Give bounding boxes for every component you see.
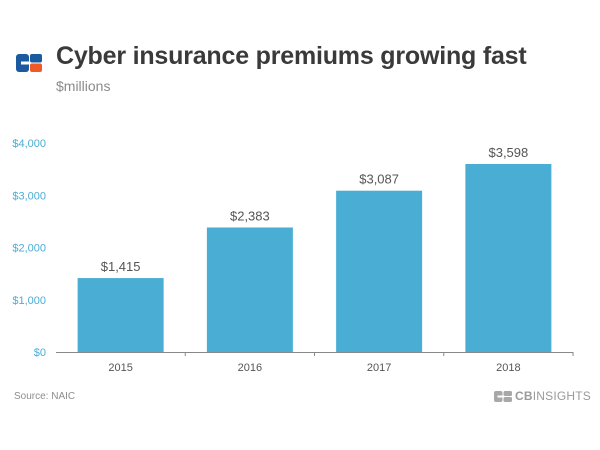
chart-title: Cyber insurance premiums growing fast bbox=[56, 42, 527, 70]
bar-value-label: $1,415 bbox=[101, 259, 141, 274]
y-tick-label: $2,000 bbox=[12, 243, 46, 255]
x-tick-label: 2018 bbox=[496, 362, 520, 374]
cb-insights-brand: CBINSIGHTS bbox=[494, 389, 591, 403]
cb-insights-mark-icon bbox=[494, 390, 512, 402]
bar-2018 bbox=[465, 164, 552, 352]
x-tick-label: 2017 bbox=[367, 362, 391, 374]
y-tick-label: $1,000 bbox=[12, 295, 46, 307]
source-note: Source: NAIC bbox=[14, 391, 76, 402]
bar-value-label: $3,087 bbox=[359, 172, 399, 187]
bar-2016 bbox=[206, 227, 293, 352]
brand-bold: CB bbox=[515, 389, 533, 403]
y-tick-label: $0 bbox=[34, 347, 46, 359]
y-tick-label: $4,000 bbox=[12, 138, 46, 150]
x-tick-label: 2015 bbox=[108, 362, 132, 374]
brand-light: INSIGHTS bbox=[532, 389, 592, 403]
x-tick-label: 2016 bbox=[238, 362, 262, 374]
chart-subtitle: $millions bbox=[56, 78, 111, 94]
bar-2015 bbox=[77, 278, 164, 352]
bar-2017 bbox=[336, 190, 423, 352]
y-tick-label: $3,000 bbox=[12, 190, 46, 202]
cb-insights-logo-icon bbox=[16, 54, 42, 72]
bar-value-label: $3,598 bbox=[488, 145, 528, 160]
brand-wordmark: CBINSIGHTS bbox=[515, 389, 591, 403]
bar-value-label: $2,383 bbox=[230, 208, 270, 223]
